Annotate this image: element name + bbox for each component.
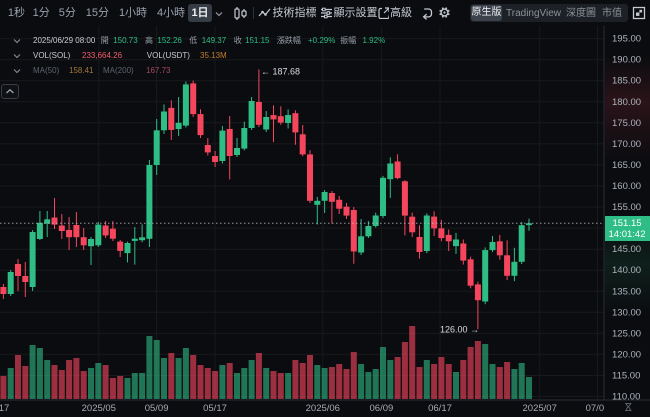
svg-text:06/09: 06/09 [370,403,394,414]
svg-text:170.00: 170.00 [612,139,641,150]
svg-text:195.00: 195.00 [612,34,641,45]
svg-text:120.00: 120.00 [612,349,641,360]
svg-text:165.00: 165.00 [612,160,641,171]
svg-text:185.00: 185.00 [612,76,641,87]
svg-text:05/09: 05/09 [145,403,169,414]
svg-text:05/17: 05/17 [203,403,227,414]
svg-text:135.00: 135.00 [612,286,641,297]
svg-text:175.00: 175.00 [612,118,641,129]
svg-text:110.00: 110.00 [612,392,640,403]
svg-text:190.00: 190.00 [612,55,641,66]
svg-text:125.00: 125.00 [612,328,641,339]
svg-text:145.00: 145.00 [612,244,641,255]
svg-text:180.00: 180.00 [612,97,641,108]
svg-text:2025/06: 2025/06 [306,403,340,414]
svg-text:126.00 →: 126.00 → [440,325,479,335]
svg-text:155.00: 155.00 [612,202,641,213]
svg-text:14:01:42: 14:01:42 [609,229,646,240]
svg-text:2025/07: 2025/07 [523,403,557,414]
svg-text:130.00: 130.00 [612,307,641,318]
svg-text:115.00: 115.00 [612,371,640,382]
svg-text:06/17: 06/17 [428,403,452,414]
svg-text:07/09: 07/09 [586,403,610,414]
svg-text:140.00: 140.00 [612,265,641,276]
svg-text:17: 17 [0,403,9,414]
svg-text:← 187.68: ← 187.68 [261,67,300,77]
svg-text:2025/05: 2025/05 [82,403,116,414]
svg-text:151.15: 151.15 [612,218,641,229]
svg-text:160.00: 160.00 [612,181,641,192]
